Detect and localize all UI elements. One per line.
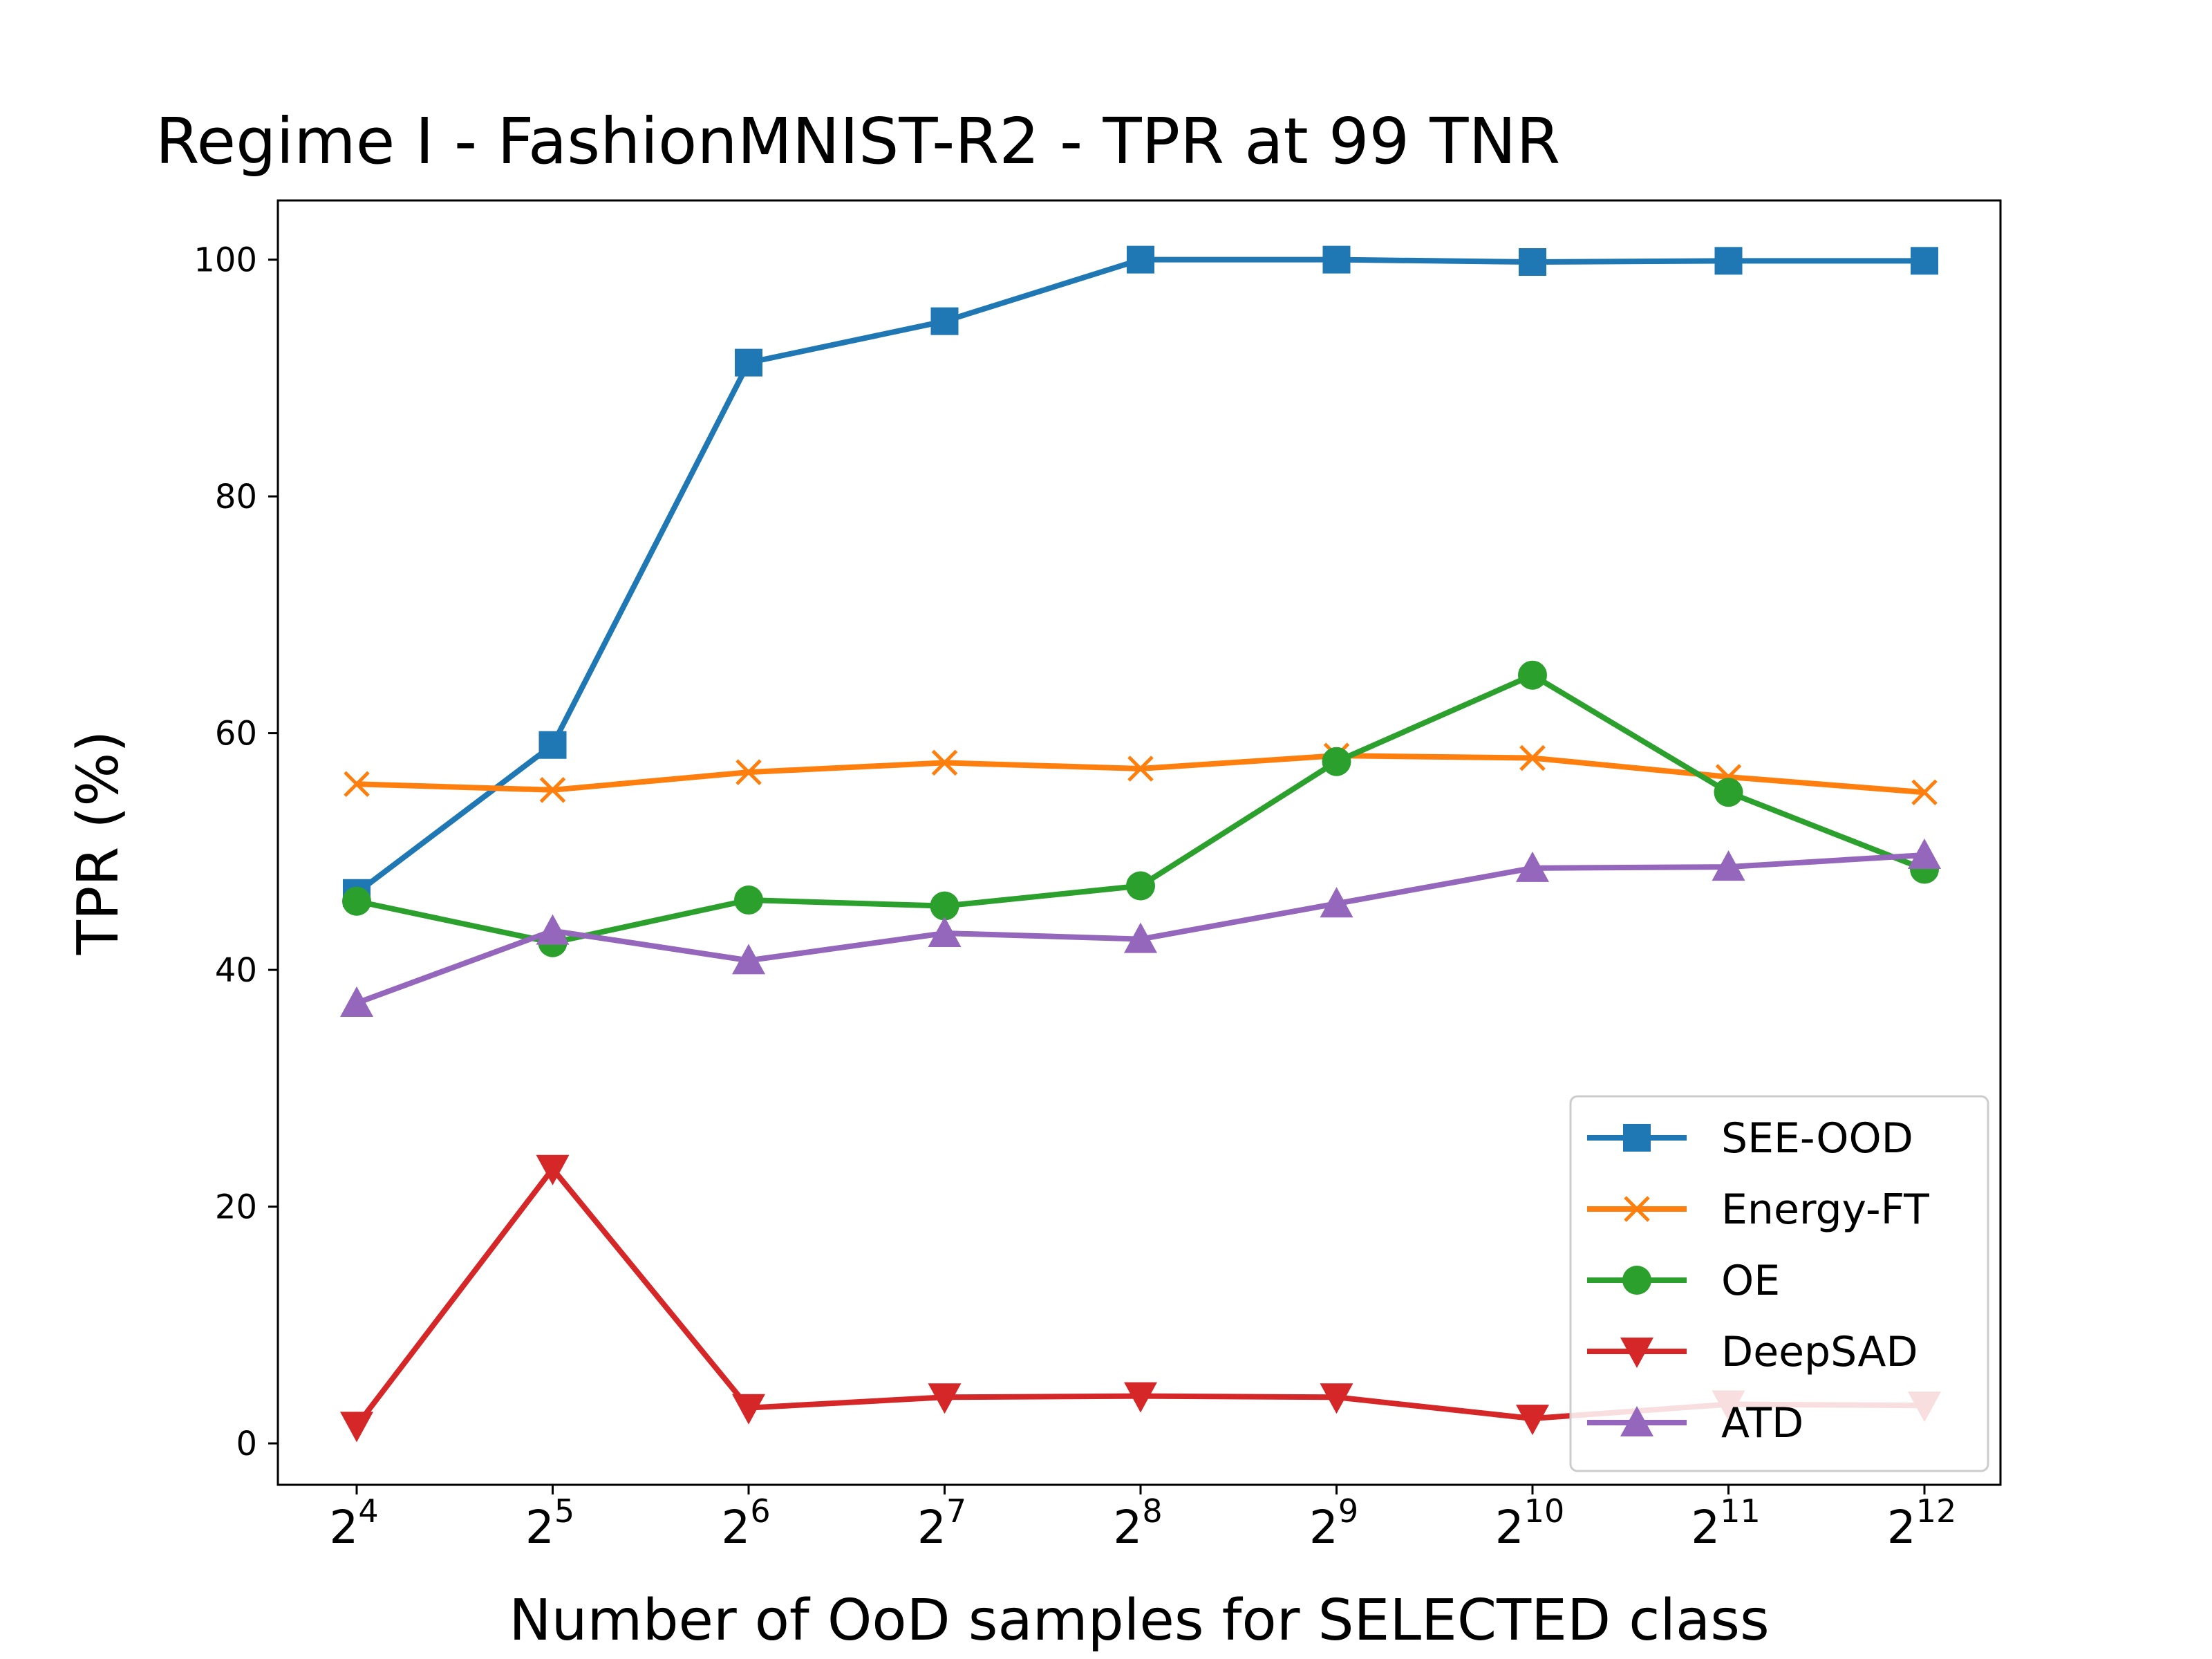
data-point-deepsad [1124, 1382, 1157, 1413]
x-axis-label: Number of OoD samples for SELECTED class [509, 1588, 1770, 1653]
x-tick-label: 25 [525, 1492, 574, 1554]
x-tick-label: 212 [1887, 1492, 1957, 1554]
data-point-atd [928, 917, 962, 948]
x-axis: 24 25 26 27 28 29 210 211 212 [329, 1485, 1956, 1554]
data-point-energy-ft [735, 759, 762, 785]
data-point-see-ood [538, 731, 567, 759]
legend-item-deepsad: DeepSAD [1587, 1328, 1918, 1376]
data-point-atd [1320, 887, 1353, 918]
legend-item-atd: ATD [1587, 1399, 1803, 1447]
data-point-see-ood [735, 348, 762, 377]
data-point-deepsad [1320, 1383, 1353, 1414]
y-tick-label: 100 [194, 241, 257, 280]
legend-label: SEE-OOD [1721, 1114, 1913, 1163]
legend: SEE-OOD Energy-FT OE DeepSAD ATD [1569, 1095, 1989, 1472]
legend-box [1569, 1095, 1989, 1472]
data-point-atd [1712, 850, 1745, 881]
y-tick-label: 0 [236, 1425, 257, 1463]
data-point-deepsad [536, 1154, 570, 1185]
x-tick-label: 211 [1691, 1492, 1761, 1554]
data-point-see-ood [1322, 245, 1351, 274]
series-layer [340, 245, 1941, 1443]
series-oe [342, 660, 1939, 957]
data-point-atd [732, 944, 765, 975]
data-point-energy-ft [1127, 756, 1154, 782]
legend-item-oe: OE [1587, 1257, 1780, 1305]
data-point-oe [342, 886, 371, 916]
data-point-energy-ft [539, 777, 566, 803]
series-energy-ft [344, 742, 1938, 805]
legend-label: DeepSAD [1721, 1328, 1918, 1376]
data-point-atd [536, 914, 570, 945]
x-tick-label: 27 [917, 1492, 966, 1554]
chart-title: Regime I - FashionMNIST-R2 - TPR at 99 T… [156, 104, 1561, 178]
legend-label: ATD [1721, 1399, 1803, 1447]
y-tick-label: 80 [215, 478, 257, 516]
data-point-see-ood [1714, 247, 1743, 275]
plot-frame [276, 199, 2002, 1486]
y-tick-label: 20 [215, 1188, 257, 1227]
data-point-deepsad [732, 1394, 765, 1425]
data-point-deepsad [340, 1412, 373, 1443]
legend-item-energy-ft: Energy-FT [1587, 1185, 1929, 1234]
data-point-oe [930, 891, 959, 921]
y-tick-label: 60 [215, 715, 257, 753]
y-tick-label: 40 [215, 951, 257, 990]
x-tick-label: 26 [721, 1492, 770, 1554]
data-point-oe [734, 885, 763, 915]
x-tick-label: 24 [329, 1492, 378, 1554]
data-point-see-ood [1911, 247, 1938, 275]
data-point-atd [340, 986, 373, 1018]
x-tick-label: 29 [1309, 1492, 1358, 1554]
data-point-oe [1322, 747, 1351, 776]
legend-marker [1620, 1406, 1653, 1436]
data-point-atd [1124, 922, 1157, 953]
data-point-see-ood [1127, 245, 1154, 274]
data-point-see-ood [1519, 248, 1546, 276]
legend-marker [1620, 1338, 1653, 1368]
x-tick-label: 210 [1495, 1492, 1565, 1554]
x-tick-label: 28 [1113, 1492, 1162, 1554]
data-point-see-ood [930, 307, 959, 335]
y-axis-label: TPR (%) [66, 731, 131, 955]
legend-marker [1624, 1196, 1650, 1222]
data-point-energy-ft [1519, 744, 1546, 771]
legend-marker [1622, 1266, 1651, 1295]
data-point-atd [1516, 851, 1549, 882]
legend-marker [1623, 1124, 1651, 1152]
legend-label: Energy-FT [1721, 1185, 1929, 1234]
series-atd [340, 838, 1941, 1018]
data-point-energy-ft [344, 771, 370, 798]
data-point-energy-ft [1911, 779, 1938, 805]
data-point-atd [1908, 838, 1941, 869]
data-point-oe [1714, 778, 1743, 807]
y-axis: 0 20 40 60 80 100 [194, 241, 278, 1463]
data-point-energy-ft [931, 749, 958, 776]
data-point-deepsad [928, 1383, 962, 1414]
data-point-oe [1126, 871, 1155, 901]
data-point-deepsad [1516, 1405, 1549, 1436]
legend-label: OE [1721, 1257, 1780, 1305]
data-point-oe [1518, 660, 1547, 690]
legend-item-see-ood: SEE-OOD [1587, 1114, 1913, 1163]
